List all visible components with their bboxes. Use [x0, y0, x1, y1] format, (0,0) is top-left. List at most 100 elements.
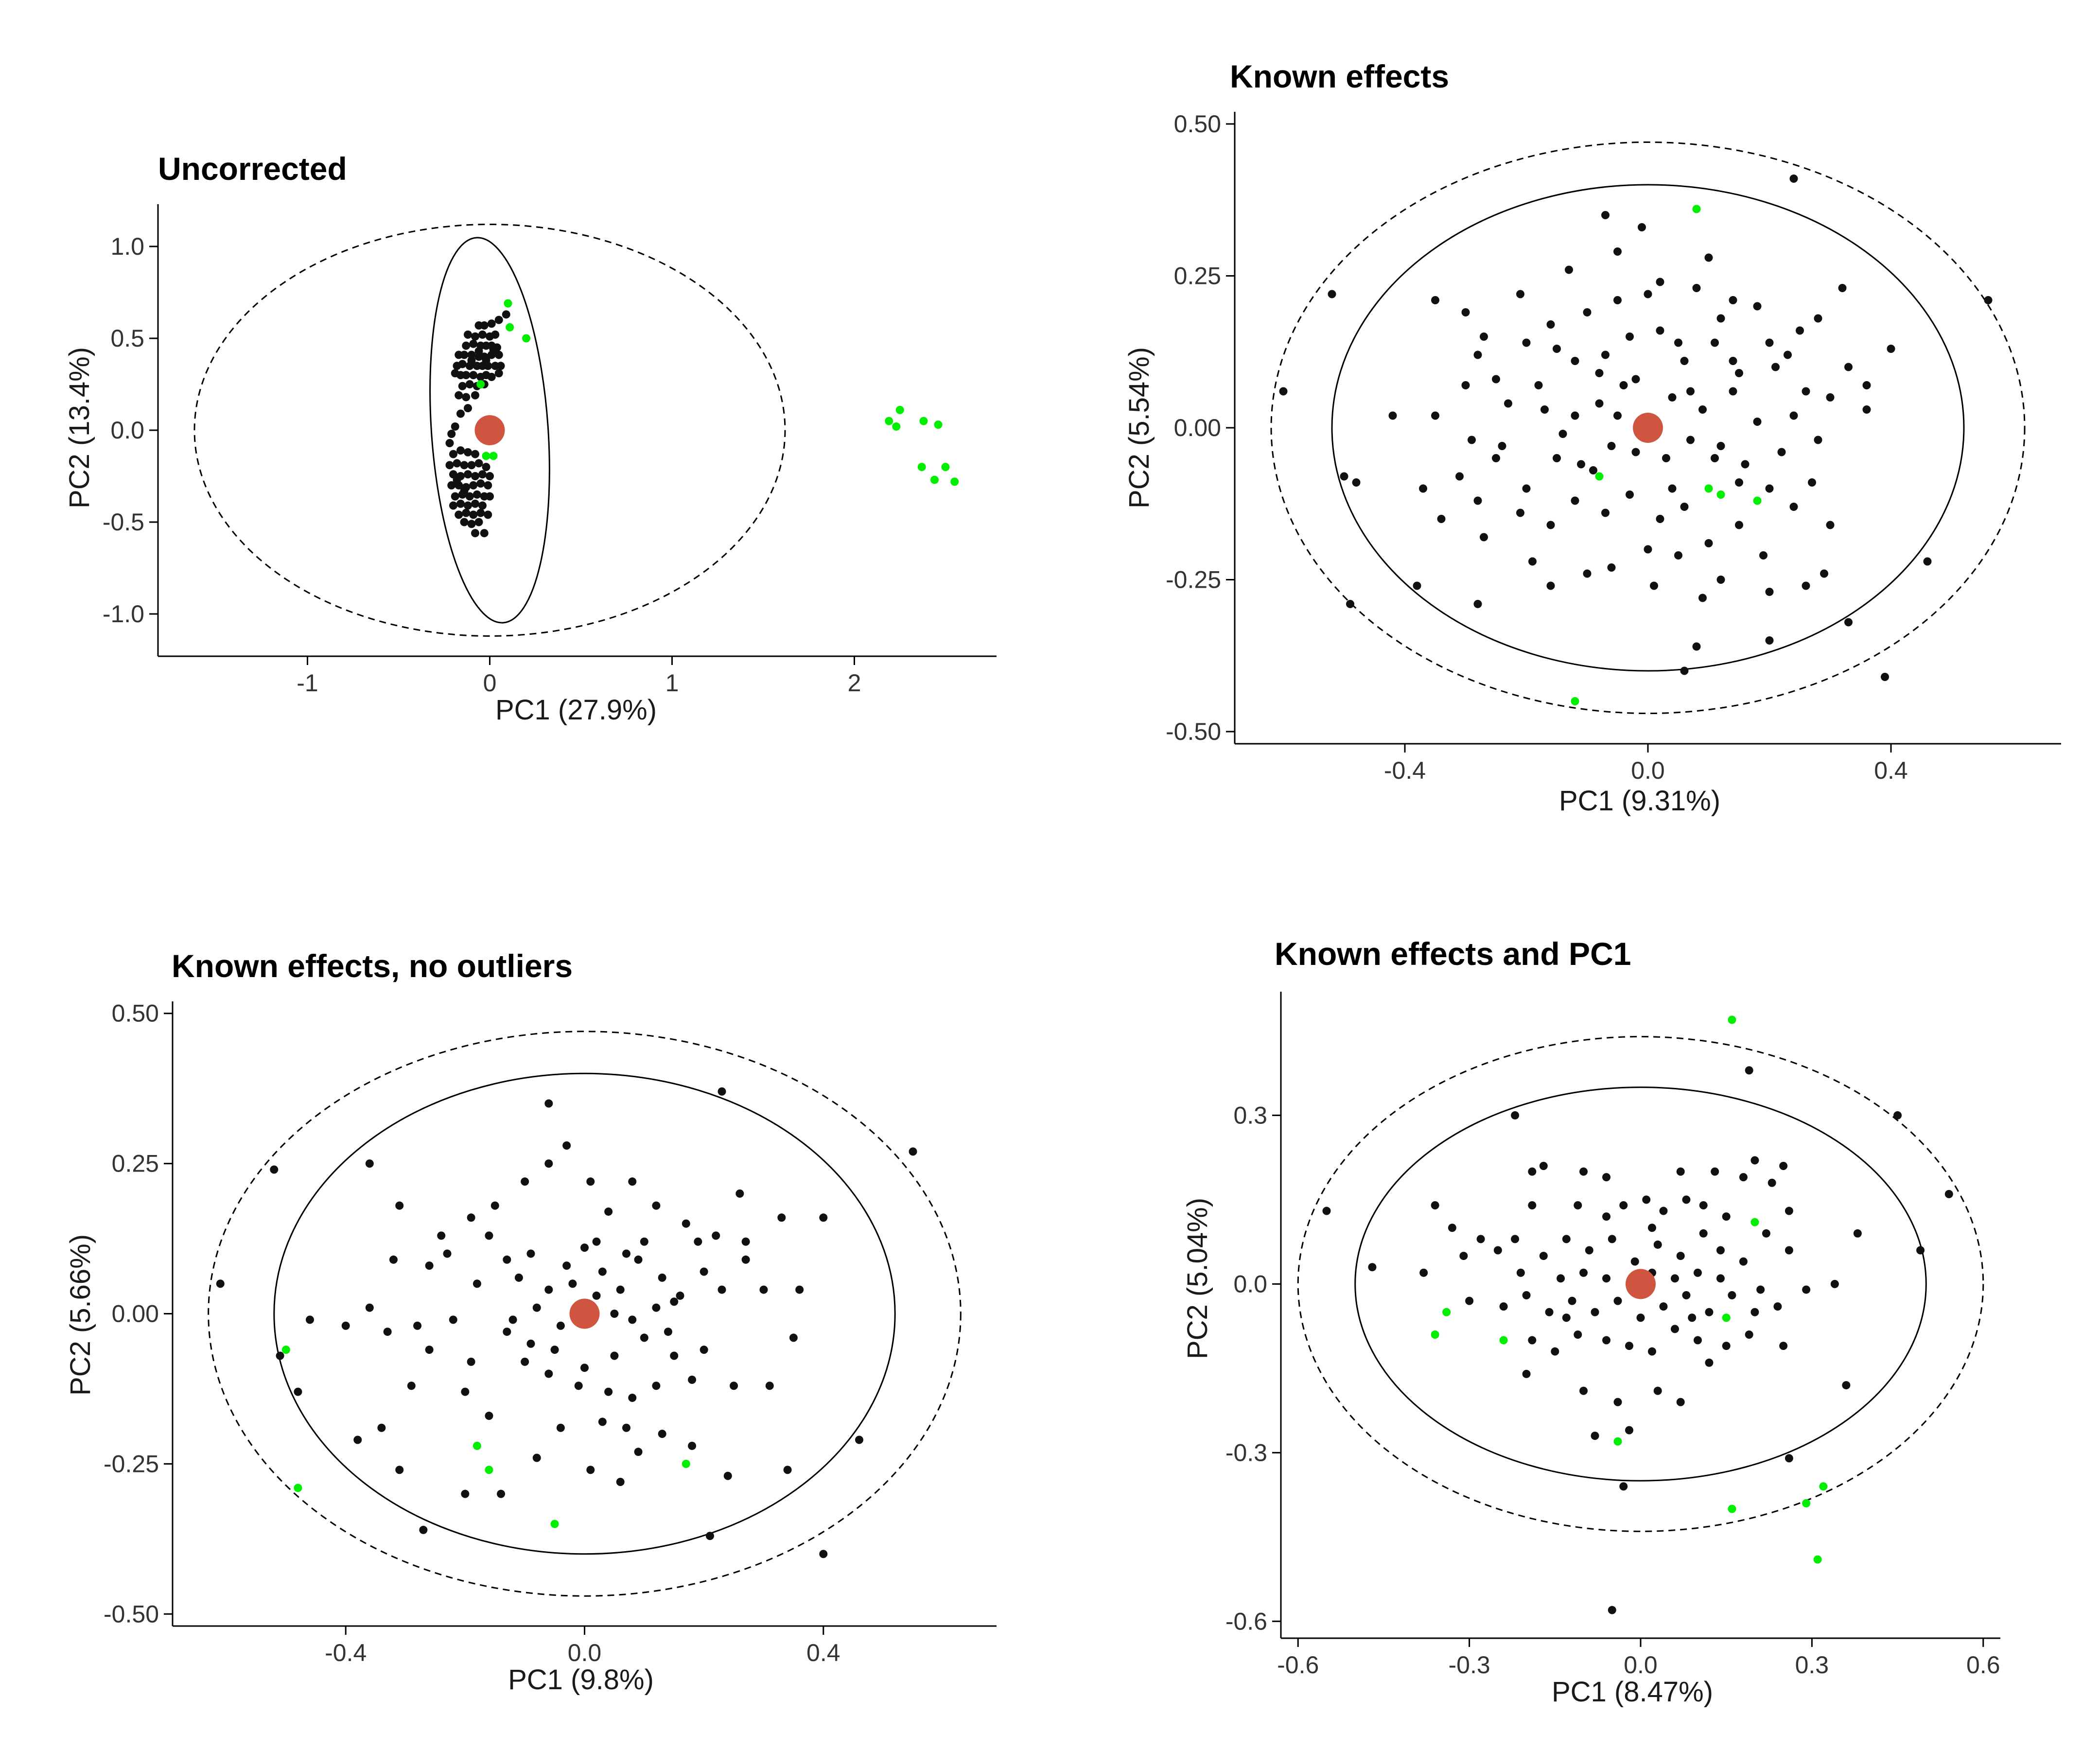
data-point	[503, 1328, 511, 1336]
data-point	[521, 1177, 529, 1186]
data-point	[1729, 357, 1737, 365]
data-point	[1814, 436, 1822, 444]
data-point	[1619, 1201, 1628, 1209]
data-point	[1668, 393, 1677, 402]
data-point	[1607, 442, 1616, 450]
data-point	[1468, 436, 1476, 444]
data-point	[1789, 411, 1798, 420]
data-point	[628, 1315, 637, 1324]
data-point	[1340, 472, 1348, 481]
data-point	[1789, 503, 1798, 511]
data-point	[1328, 290, 1336, 298]
data-point	[652, 1201, 661, 1210]
data-point	[1419, 484, 1427, 493]
data-point	[1528, 1336, 1537, 1345]
y-tick-label: -1.0	[103, 600, 144, 628]
data-point	[1765, 338, 1774, 347]
data-point	[521, 1357, 529, 1366]
data-point	[765, 1382, 774, 1390]
data-point	[1571, 357, 1579, 365]
outlier-point	[1722, 1313, 1731, 1322]
data-point	[1750, 1156, 1759, 1165]
x-tick-label: 0.0	[1631, 757, 1665, 784]
data-point	[1630, 1257, 1639, 1266]
data-point	[1698, 405, 1707, 414]
data-point	[652, 1303, 661, 1312]
data-point	[486, 492, 494, 501]
data-point	[1838, 284, 1847, 292]
data-point	[480, 529, 489, 538]
y-tick-label: -0.50	[1166, 718, 1221, 745]
data-point	[568, 1279, 577, 1288]
data-point	[1692, 284, 1701, 292]
data-point	[652, 1382, 661, 1390]
data-point	[1853, 1229, 1862, 1238]
data-point	[487, 319, 496, 328]
data-point	[216, 1279, 225, 1288]
data-point	[1636, 1313, 1645, 1322]
data-point	[451, 422, 459, 431]
y-tick-label: 0.25	[112, 1150, 159, 1177]
data-point	[1785, 1454, 1793, 1463]
data-point	[443, 1249, 452, 1258]
data-point	[622, 1249, 630, 1258]
data-point	[462, 508, 471, 517]
data-point	[855, 1435, 863, 1444]
data-point	[1493, 1246, 1502, 1255]
data-point	[476, 508, 485, 517]
data-point	[1753, 302, 1762, 311]
data-point	[1591, 1308, 1599, 1316]
data-point	[464, 448, 472, 456]
data-point	[502, 310, 510, 319]
data-point	[1626, 332, 1634, 341]
solid-ellipse	[1354, 1086, 1927, 1482]
x-axis-label: PC1 (27.9%)	[495, 694, 657, 726]
data-point	[486, 472, 494, 481]
data-point	[1729, 387, 1737, 396]
data-point	[1368, 1263, 1377, 1272]
data-point	[1944, 1190, 1953, 1198]
data-point	[395, 1201, 404, 1210]
outlier-point	[550, 1520, 559, 1528]
data-point	[1739, 1257, 1748, 1266]
data-point	[1844, 363, 1853, 371]
data-point	[1785, 1246, 1793, 1255]
data-point	[1583, 569, 1592, 578]
data-point	[1553, 345, 1561, 353]
data-point	[616, 1477, 625, 1486]
data-point	[484, 481, 492, 490]
outlier-point	[919, 417, 928, 425]
data-point	[1619, 1482, 1628, 1491]
data-point	[365, 1303, 374, 1312]
data-point	[514, 1273, 523, 1282]
data-point	[491, 330, 500, 339]
data-point	[494, 369, 503, 378]
data-point	[1680, 503, 1689, 511]
data-point	[476, 479, 485, 488]
data-point	[462, 371, 471, 380]
y-tick-label: 0.00	[1174, 414, 1221, 441]
data-point	[586, 1177, 595, 1186]
data-point	[455, 391, 463, 400]
outlier-point	[941, 463, 950, 472]
data-point	[1680, 666, 1689, 675]
data-point	[1625, 1342, 1634, 1350]
y-tick-label: -0.3	[1225, 1439, 1267, 1466]
data-point	[640, 1333, 648, 1342]
data-point	[270, 1165, 279, 1174]
data-point	[1346, 600, 1354, 608]
data-point	[465, 380, 474, 388]
data-point	[1516, 508, 1524, 517]
data-point	[723, 1471, 732, 1480]
data-point	[469, 481, 478, 490]
data-point	[1693, 1336, 1702, 1345]
data-point	[544, 1099, 553, 1108]
outlier-point	[1442, 1308, 1451, 1316]
outlier-point	[482, 452, 490, 460]
y-tick-label: -0.50	[104, 1600, 159, 1628]
data-point	[1480, 533, 1488, 542]
data-point	[909, 1147, 917, 1156]
data-point	[458, 382, 467, 390]
data-point	[718, 1285, 726, 1294]
data-point	[1753, 418, 1762, 426]
